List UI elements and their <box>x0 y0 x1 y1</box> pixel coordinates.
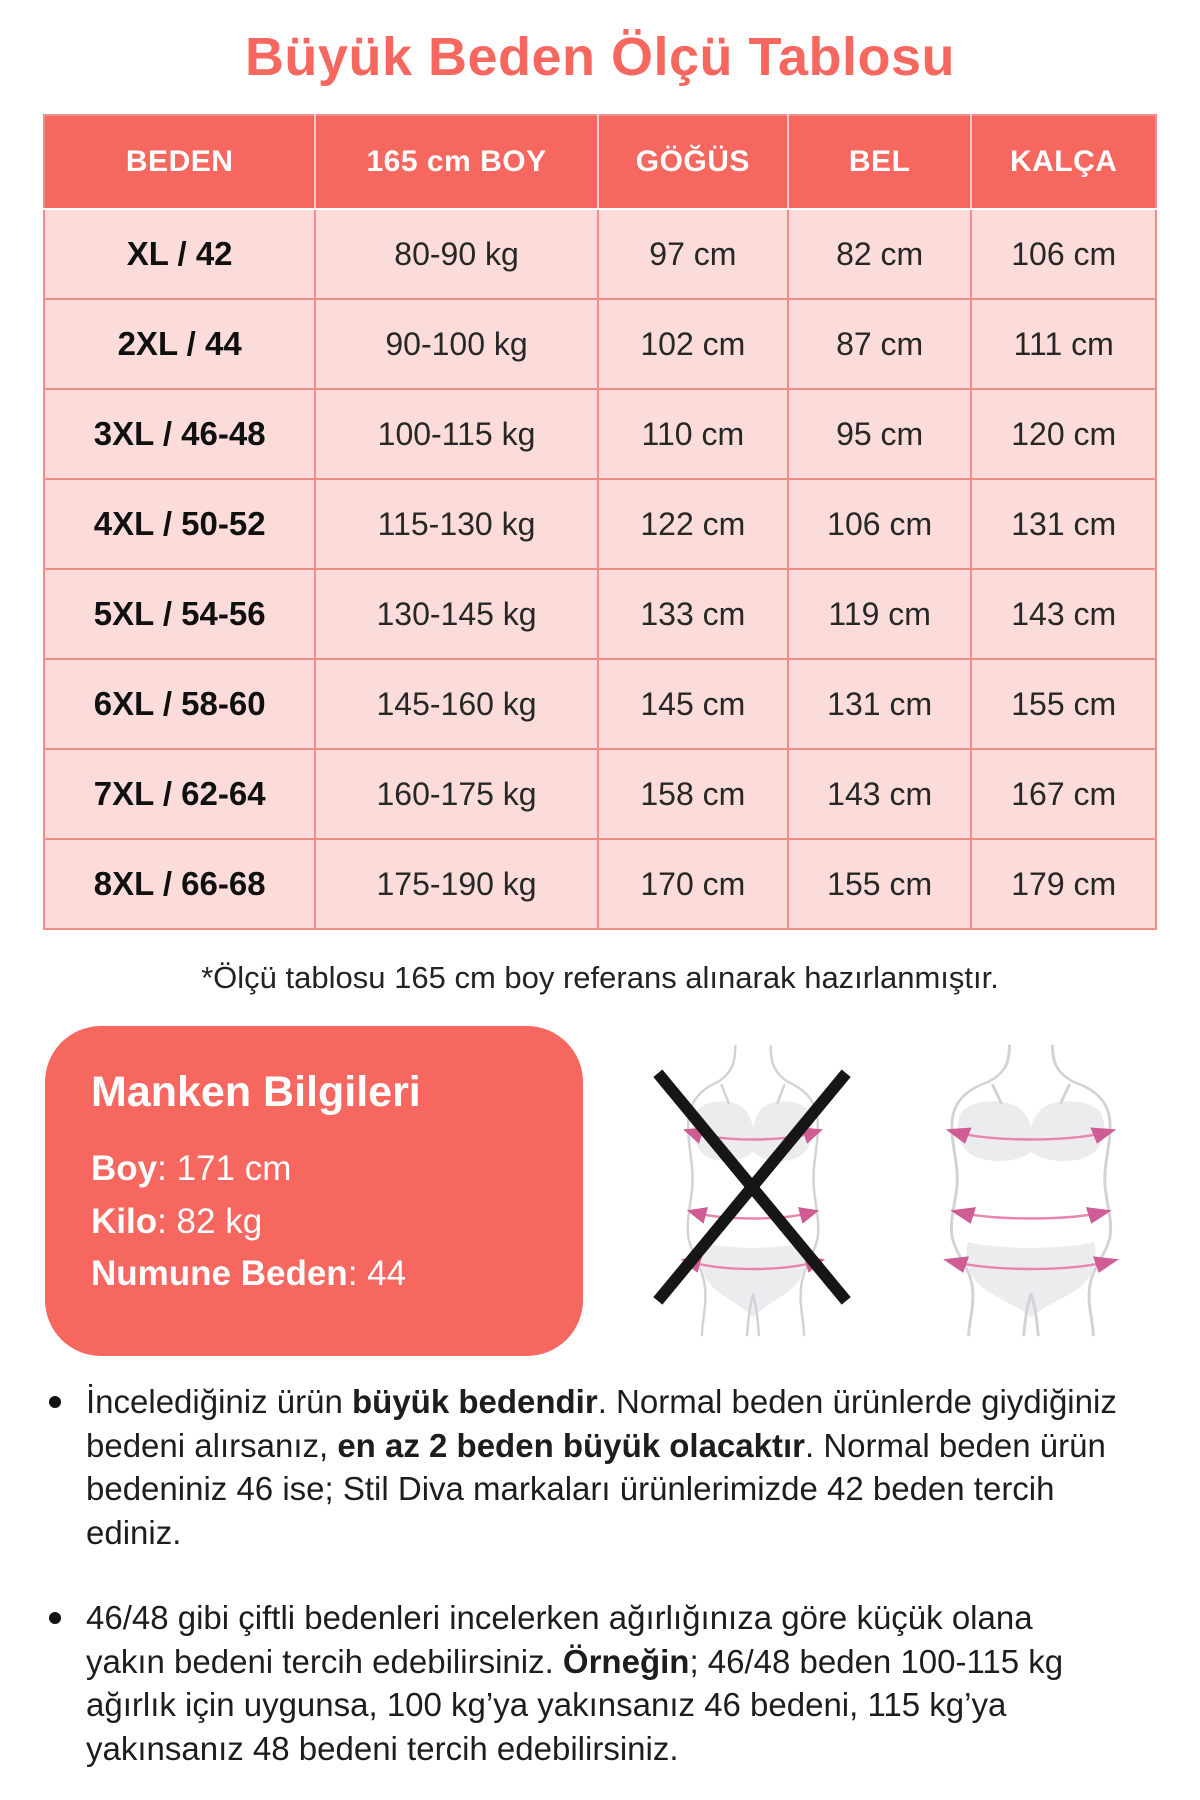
x-mark-icon <box>652 1069 851 1305</box>
waist-cell: 131 cm <box>786 658 973 750</box>
size-cell: 3XL / 46-48 <box>42 388 317 480</box>
notes-list: İncelediğiniz ürün büyük bedendir. Norma… <box>44 1380 1160 1770</box>
hip-cell: 155 cm <box>970 658 1157 750</box>
hip-cell: 179 cm <box>970 838 1157 930</box>
waist-cell: 82 cm <box>786 208 973 300</box>
column-header-beden: BEDEN <box>44 115 316 210</box>
weight-cell: 130-145 kg <box>314 568 599 660</box>
table-row: 5XL / 54-56 130-145 kg 133 cm 119 cm 143… <box>42 568 1157 660</box>
chest-cell: 110 cm <box>596 388 789 480</box>
chest-cell: 97 cm <box>596 208 789 300</box>
chest-cell: 122 cm <box>596 478 789 570</box>
weight-cell: 115-130 kg <box>314 478 599 570</box>
waist-cell: 119 cm <box>786 568 973 660</box>
table-header-row: BEDEN 165 cm BOY GÖĞÜS BEL KALÇA <box>44 115 1156 210</box>
table-row: 4XL / 50-52 115-130 kg 122 cm 106 cm 131… <box>42 478 1157 570</box>
waist-cell: 106 cm <box>786 478 973 570</box>
size-cell: 4XL / 50-52 <box>42 478 317 570</box>
weight-cell: 90-100 kg <box>314 298 599 390</box>
waist-cell: 155 cm <box>786 838 973 930</box>
table-row: 2XL / 44 90-100 kg 102 cm 87 cm 111 cm <box>42 298 1157 390</box>
hip-cell: 106 cm <box>970 208 1157 300</box>
chest-cell: 170 cm <box>596 838 789 930</box>
hip-cell: 143 cm <box>970 568 1157 660</box>
hip-cell: 131 cm <box>970 478 1157 570</box>
size-cell: 2XL / 44 <box>42 298 317 390</box>
weight-cell: 145-160 kg <box>314 658 599 750</box>
chest-cell: 158 cm <box>596 748 789 840</box>
model-info-section: Manken Bilgileri Boy: 171 cm Kilo: 82 kg… <box>45 1026 1170 1356</box>
note-item-sizing: İncelediğiniz ürün büyük bedendir. Norma… <box>44 1380 1119 1554</box>
column-header-boy: 165 cm BOY <box>314 115 598 210</box>
chest-cell: 102 cm <box>596 298 789 390</box>
table-footnote: *Ölçü tablosu 165 cm boy referans alınar… <box>201 960 999 995</box>
page-title: Büyük Beden Ölçü Tablosu <box>244 27 956 87</box>
weight-cell: 100-115 kg <box>314 388 599 480</box>
weight-cell: 80-90 kg <box>314 208 599 300</box>
chest-cell: 145 cm <box>596 658 789 750</box>
table-row: 8XL / 66-68 175-190 kg 170 cm 155 cm 179… <box>42 838 1157 930</box>
model-height-line: Boy: 171 cm <box>91 1149 292 1188</box>
model-info-card: Manken Bilgileri Boy: 171 cm Kilo: 82 kg… <box>45 1026 583 1356</box>
model-info-heading: Manken Bilgileri <box>91 1068 421 1116</box>
waist-cell: 95 cm <box>786 388 973 480</box>
column-header-bel: BEL <box>786 115 972 210</box>
hip-cell: 111 cm <box>970 298 1157 390</box>
size-table: BEDEN 165 cm BOY GÖĞÜS BEL KALÇA XL / 42… <box>42 114 1157 930</box>
size-cell: 5XL / 54-56 <box>42 568 317 660</box>
table-row: 6XL / 58-60 145-160 kg 145 cm 131 cm 155… <box>42 658 1157 750</box>
column-header-gogus: GÖĞÜS <box>596 115 788 210</box>
plus-body-measurement-icon <box>928 1043 1134 1339</box>
model-weight-line: Kilo: 82 kg <box>91 1201 263 1241</box>
note-item-double-sizes: 46/48 gibi çiftli bedenleri incelerken a… <box>44 1596 1119 1770</box>
chest-cell: 133 cm <box>596 568 789 660</box>
hip-cell: 120 cm <box>970 388 1157 480</box>
table-row: 3XL / 46-48 100-115 kg 110 cm 95 cm 120 … <box>42 388 1157 480</box>
waist-cell: 143 cm <box>786 748 973 840</box>
slim-body-crossed-x-icon <box>650 1043 856 1339</box>
waist-cell: 87 cm <box>786 298 973 390</box>
size-cell: XL / 42 <box>42 208 317 300</box>
figure-illustrations <box>583 1043 1170 1339</box>
size-cell: 6XL / 58-60 <box>42 658 317 750</box>
model-sample-size-line: Numune Beden: 44 <box>91 1254 407 1293</box>
size-cell: 7XL / 62-64 <box>42 748 317 840</box>
size-cell: 8XL / 66-68 <box>42 838 317 930</box>
weight-cell: 175-190 kg <box>314 838 599 930</box>
hip-cell: 167 cm <box>970 748 1157 840</box>
weight-cell: 160-175 kg <box>314 748 599 840</box>
table-row: XL / 42 80-90 kg 97 cm 82 cm 106 cm <box>42 208 1157 300</box>
table-row: 7XL / 62-64 160-175 kg 158 cm 143 cm 167… <box>42 748 1157 840</box>
column-header-kalca: KALÇA <box>970 115 1156 210</box>
